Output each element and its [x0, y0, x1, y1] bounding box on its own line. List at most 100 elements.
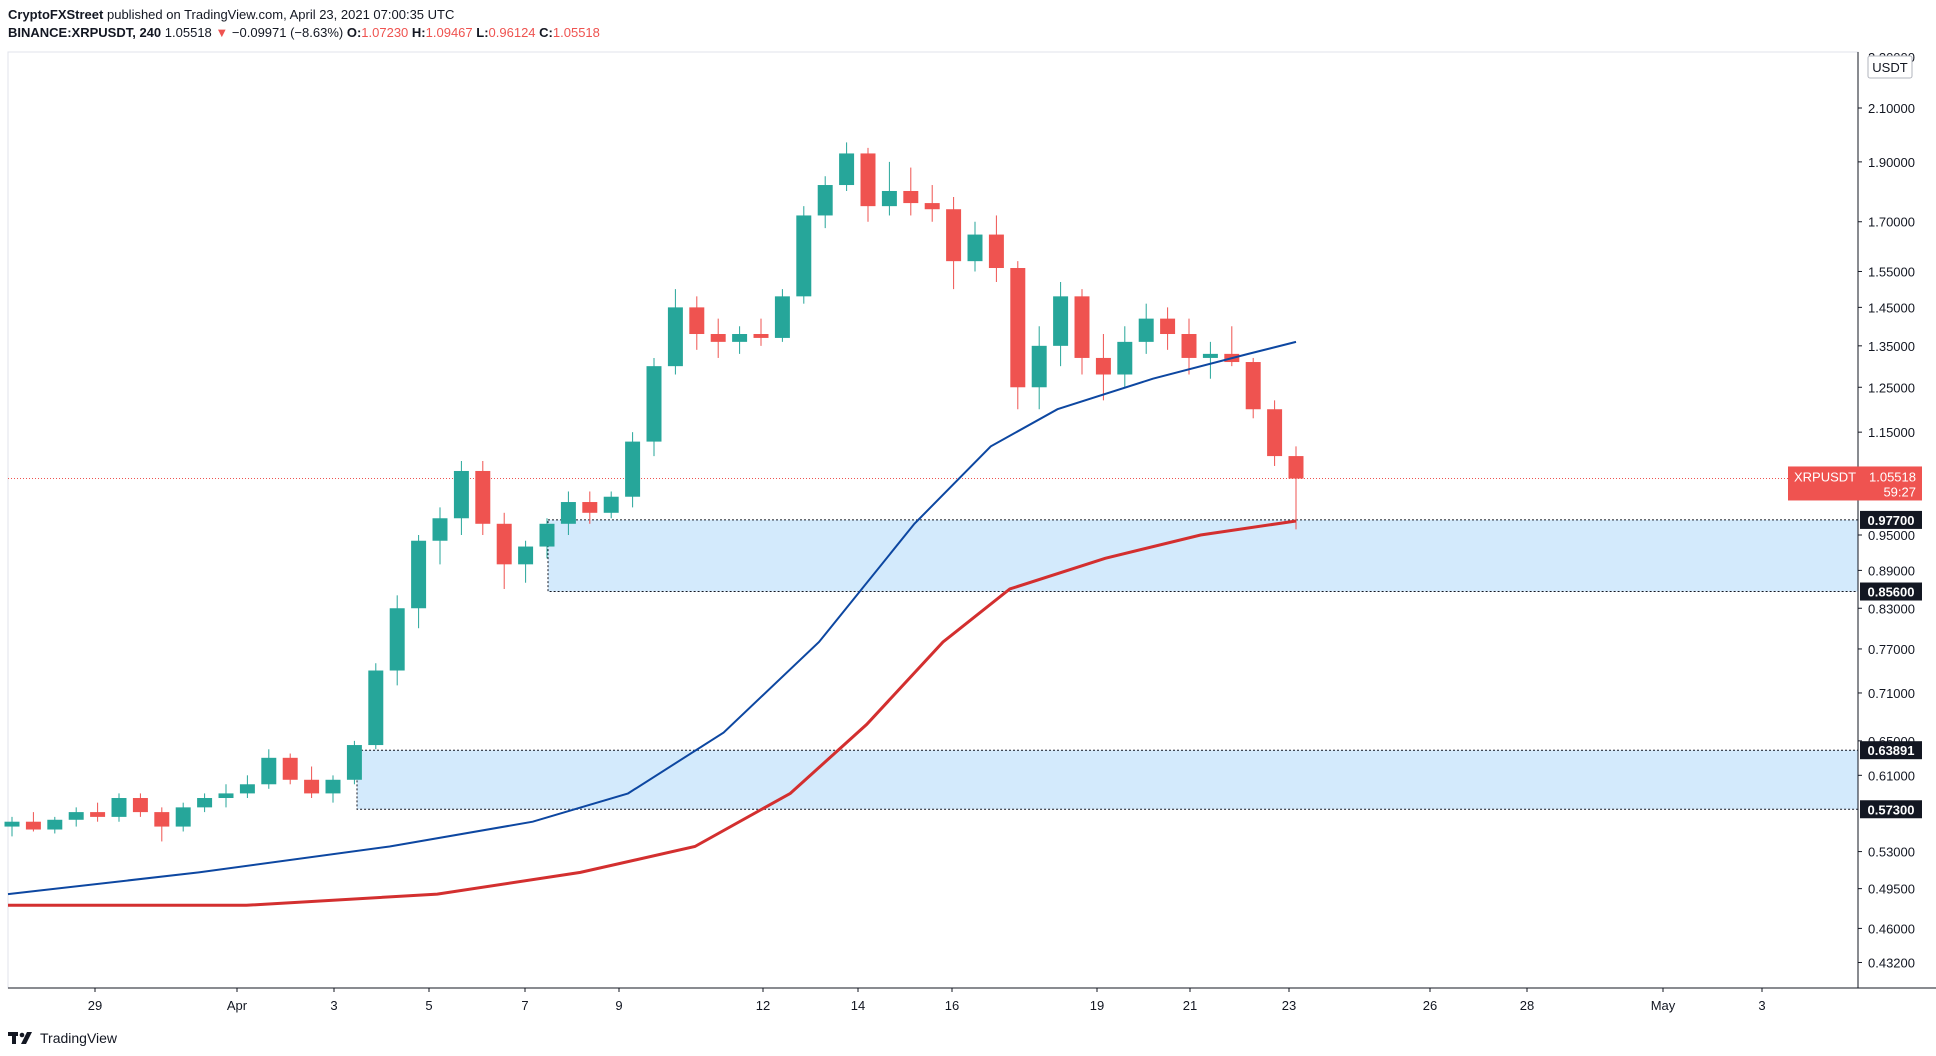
- candle-body: [239, 784, 255, 794]
- candle[interactable]: [732, 326, 748, 354]
- candle[interactable]: [239, 775, 255, 799]
- candle[interactable]: [411, 535, 427, 629]
- candle[interactable]: [796, 206, 812, 304]
- candle[interactable]: [560, 491, 576, 535]
- candle[interactable]: [839, 142, 855, 191]
- candle[interactable]: [496, 512, 512, 589]
- candle[interactable]: [1181, 318, 1197, 375]
- candle[interactable]: [710, 318, 726, 358]
- y-tick-label: 0.53000: [1868, 845, 1915, 860]
- ohlc-line: BINANCE:XRPUSDT, 240 1.05518 ▼ −0.09971 …: [8, 24, 600, 42]
- y-tick-label: 1.15000: [1868, 425, 1915, 440]
- candle[interactable]: [903, 167, 919, 216]
- candle[interactable]: [389, 595, 405, 686]
- candle[interactable]: [881, 161, 897, 216]
- publisher-name[interactable]: CryptoFXStreet: [8, 7, 104, 22]
- candle[interactable]: [25, 812, 41, 832]
- zone-price-label: 0.57300: [1868, 802, 1915, 817]
- candle[interactable]: [946, 196, 962, 290]
- x-tick-label: 12: [756, 998, 770, 1013]
- candle[interactable]: [475, 460, 491, 535]
- moving-average-fast[interactable]: [7, 340, 1297, 896]
- zone-price-tag: [1860, 582, 1922, 601]
- candle[interactable]: [346, 740, 362, 785]
- candle[interactable]: [646, 357, 662, 457]
- candle[interactable]: [582, 491, 598, 524]
- candle[interactable]: [282, 753, 298, 785]
- candle-body: [47, 819, 63, 830]
- candle-body: [25, 821, 41, 830]
- candle[interactable]: [1031, 326, 1047, 410]
- tradingview-logo-icon[interactable]: [8, 1030, 34, 1046]
- currency-label: USDT: [1872, 60, 1907, 75]
- candle[interactable]: [1053, 281, 1069, 367]
- candle[interactable]: [924, 185, 940, 222]
- candle[interactable]: [753, 318, 769, 346]
- current-price-tag[interactable]: [1788, 466, 1922, 501]
- candle-body: [1138, 318, 1154, 342]
- candle[interactable]: [368, 663, 384, 750]
- candle-body: [881, 190, 897, 207]
- candle-body: [667, 307, 683, 367]
- candle[interactable]: [625, 432, 641, 508]
- y-tick-label: 0.61000: [1868, 768, 1915, 783]
- candle[interactable]: [90, 802, 106, 822]
- candle[interactable]: [1117, 326, 1133, 388]
- plot-area[interactable]: [4, 51, 1859, 989]
- candle[interactable]: [1010, 261, 1026, 410]
- candle-body: [90, 812, 106, 817]
- candle[interactable]: [1288, 446, 1304, 530]
- candle[interactable]: [988, 215, 1004, 282]
- candle[interactable]: [774, 289, 790, 342]
- low-label: L:: [476, 25, 489, 40]
- support-zone-2[interactable]: [356, 749, 1859, 810]
- y-tick-label: 1.90000: [1868, 155, 1915, 170]
- y-tick-label: 1.25000: [1868, 380, 1915, 395]
- candle[interactable]: [1138, 303, 1154, 354]
- moving-average-slow[interactable]: [8, 519, 1297, 907]
- candle[interactable]: [1202, 341, 1218, 379]
- zone-price-tag: [1860, 741, 1922, 760]
- candle[interactable]: [817, 176, 833, 229]
- symbol-text[interactable]: BINANCE:XRPUSDT, 240: [8, 25, 162, 40]
- candle[interactable]: [1074, 289, 1090, 375]
- candle[interactable]: [967, 221, 983, 272]
- candle[interactable]: [1160, 307, 1176, 350]
- candle[interactable]: [68, 807, 84, 827]
- down-arrow-icon: ▼: [215, 25, 229, 40]
- candle[interactable]: [197, 793, 213, 813]
- footer-brand[interactable]: TradingView: [40, 1030, 118, 1046]
- candle[interactable]: [1095, 334, 1111, 401]
- support-zone-1[interactable]: [547, 519, 1859, 593]
- candle[interactable]: [304, 766, 320, 799]
- candle[interactable]: [218, 784, 234, 808]
- candle[interactable]: [47, 816, 63, 834]
- candle[interactable]: [325, 775, 341, 803]
- candle[interactable]: [603, 491, 619, 519]
- x-tick-label: 19: [1090, 998, 1104, 1013]
- currency-button[interactable]: [1867, 55, 1913, 79]
- candle[interactable]: [689, 296, 705, 350]
- candle[interactable]: [132, 793, 148, 817]
- candle[interactable]: [860, 147, 876, 222]
- candle[interactable]: [539, 518, 555, 559]
- candle[interactable]: [432, 507, 448, 565]
- candle[interactable]: [175, 802, 191, 832]
- candle-body: [453, 470, 469, 519]
- candle[interactable]: [518, 540, 534, 583]
- candle[interactable]: [261, 749, 277, 789]
- candle[interactable]: [1245, 357, 1261, 419]
- candle[interactable]: [667, 289, 683, 375]
- candle[interactable]: [1267, 400, 1283, 466]
- candle[interactable]: [453, 460, 469, 535]
- candle[interactable]: [111, 793, 127, 822]
- high-label: H:: [411, 25, 426, 40]
- candle[interactable]: [4, 816, 20, 837]
- x-tick-label: 7: [521, 998, 528, 1013]
- candle-body: [753, 334, 769, 338]
- y-tick-label: 1.70000: [1868, 215, 1915, 230]
- change-text: −0.09971 (−8.63%): [231, 25, 344, 40]
- current-price-symbol: XRPUSDT: [1794, 469, 1856, 484]
- candle[interactable]: [154, 807, 170, 842]
